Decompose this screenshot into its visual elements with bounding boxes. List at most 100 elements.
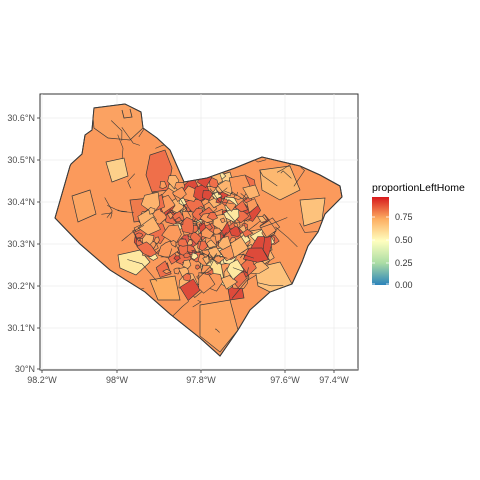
y-tick-label: 30.4°N <box>7 197 35 207</box>
tract-region <box>149 275 181 301</box>
tract-boundary <box>198 236 206 255</box>
tract-polygon <box>177 238 189 247</box>
tract-boundary <box>240 193 248 202</box>
tract-polygon <box>206 239 218 249</box>
tract-boundary <box>209 188 234 205</box>
y-tick-label: 30°N <box>15 364 35 374</box>
legend-break-label: 0.25 <box>395 258 413 268</box>
tract-polygon <box>182 259 192 270</box>
y-tick-label: 30.5°N <box>7 155 35 165</box>
tract-polygon <box>187 239 193 246</box>
tract-polygon <box>195 264 201 270</box>
tract-polygon <box>219 217 226 224</box>
tract-polygon <box>242 184 260 200</box>
tract-polygon <box>153 236 160 245</box>
legend: proportionLeftHome 0.75 0.50 0.25 0.00 <box>372 182 465 290</box>
tract-polygon <box>137 216 161 236</box>
tract-boundary <box>107 205 127 212</box>
x-axis: 98.2°W 98°W 97.8°W 97.6°W 97.4°W <box>27 370 349 385</box>
tract-boundary <box>173 219 184 226</box>
x-tick-label: 97.8°W <box>186 375 216 385</box>
tract-boundary <box>293 166 305 187</box>
county-map <box>54 103 343 357</box>
boundary-notch <box>121 108 133 119</box>
tract-boundary <box>240 254 254 259</box>
tract-boundary <box>121 127 140 146</box>
x-tick-label: 98°W <box>106 375 129 385</box>
tract-polygon <box>202 255 210 265</box>
tract-polygon <box>201 190 213 201</box>
tract-boundary <box>259 169 278 187</box>
tract-boundary <box>275 226 298 248</box>
legend-break-label: 0.50 <box>395 235 413 245</box>
tract-polygon <box>183 252 191 258</box>
x-tick-label: 97.4°W <box>319 375 349 385</box>
tract-polygon <box>198 272 216 294</box>
tract-polygon <box>162 268 172 274</box>
tract-boundary <box>209 254 228 264</box>
legend-title: proportionLeftHome <box>372 182 465 194</box>
tract-boundary <box>121 225 145 242</box>
tract-polygon <box>197 240 209 252</box>
tract-boundary <box>224 190 238 196</box>
tract-boundary <box>224 209 241 234</box>
tract-polygon <box>173 255 181 261</box>
tract-polygon <box>226 259 245 280</box>
tract-polygon <box>170 240 177 248</box>
tract-polygon <box>257 215 268 223</box>
tract-boundary <box>262 236 270 261</box>
tract-polygon <box>161 224 182 245</box>
tract-polygon <box>200 264 212 274</box>
tract-polygon <box>179 278 201 301</box>
tract-boundary <box>101 212 113 219</box>
tract-boundary <box>280 170 292 179</box>
tract-polygon <box>206 212 219 221</box>
tract-boundary <box>172 300 189 317</box>
tract-polygon <box>180 216 194 235</box>
tract-polygon <box>166 212 174 220</box>
tract-polygon <box>201 227 215 240</box>
tract-boundary <box>232 267 249 274</box>
tract-polygon <box>250 236 272 258</box>
tract-boundary <box>117 209 134 213</box>
tract-polygon <box>173 267 181 275</box>
tract-polygon <box>234 200 249 213</box>
tract-polygon <box>191 207 203 222</box>
tract-boundary <box>191 249 221 265</box>
tract-polygon <box>191 252 199 260</box>
tract-boundary <box>217 187 228 196</box>
y-tick-label: 30.1°N <box>7 323 35 333</box>
y-tick-label: 30.2°N <box>7 281 35 291</box>
tract-boundary <box>127 259 158 282</box>
tract-region <box>199 299 239 353</box>
tract-boundary <box>117 134 124 160</box>
tract-region <box>117 249 151 276</box>
tract-region <box>105 157 129 183</box>
tract-polygon <box>242 229 254 238</box>
tract-region <box>71 189 97 223</box>
legend-break-label: 0.00 <box>395 280 413 290</box>
legend-break-label: 0.75 <box>395 212 413 222</box>
tract-boundary <box>299 222 318 233</box>
y-tick-label: 30.3°N <box>7 239 35 249</box>
tract-mesh <box>55 104 342 348</box>
y-axis: 30.6°N 30.5°N 30.4°N 30.3°N 30.2°N 30.1°… <box>7 113 40 374</box>
tract-polygon <box>134 232 144 239</box>
y-tick-label: 30.6°N <box>7 113 35 123</box>
tract-polygon <box>148 207 156 215</box>
tract-boundary <box>231 274 257 299</box>
tract-boundary <box>257 282 284 287</box>
legend-colorbar <box>372 197 389 285</box>
county-boundary <box>54 103 343 357</box>
tract-boundary <box>203 232 227 252</box>
tract-boundary <box>215 328 220 333</box>
tract-boundary <box>172 194 192 218</box>
tract-polygon <box>136 241 157 258</box>
tract-boundary <box>110 120 123 141</box>
tract-boundary <box>127 173 136 189</box>
tract-boundary <box>260 217 288 229</box>
tract-boundary <box>198 253 218 279</box>
tract-polygon <box>159 181 168 189</box>
x-tick-label: 98.2°W <box>27 375 57 385</box>
